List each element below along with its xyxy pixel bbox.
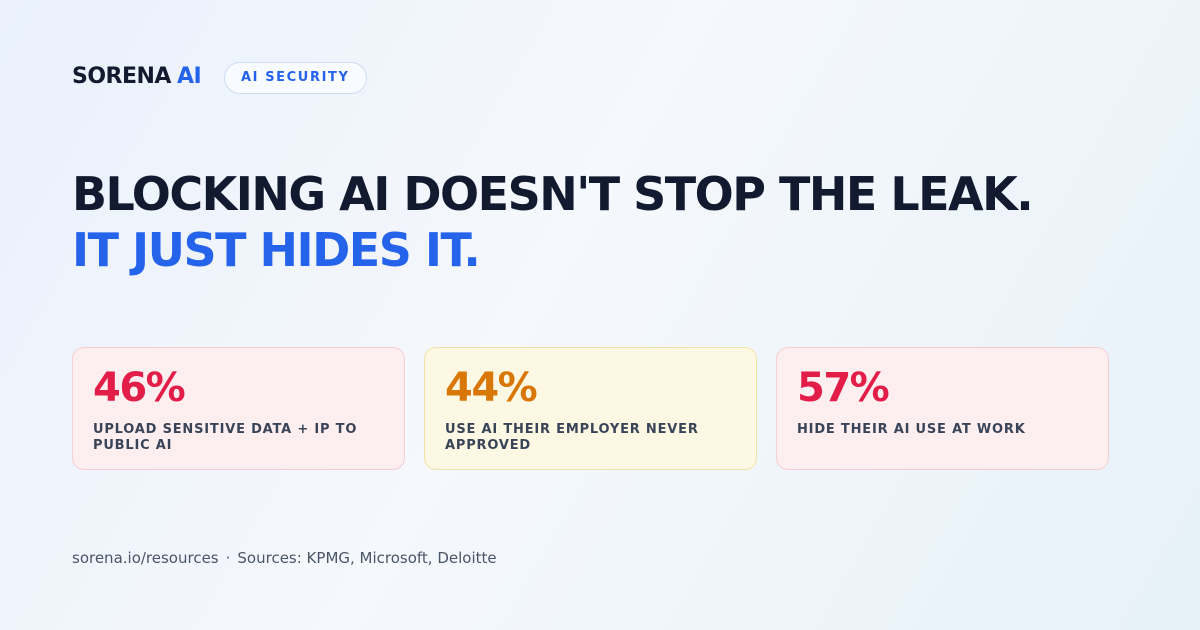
badge: AI SECURITY <box>224 62 367 94</box>
brand: SORENA AI <box>72 64 202 89</box>
stat-value: 46% <box>93 365 186 411</box>
stat-label: HIDE THEIR AI USE AT WORK <box>797 422 1026 437</box>
footer: sorena.io/resources · Sources: KPMG, Micro… <box>72 549 497 567</box>
stat-card: 57% HIDE THEIR AI USE AT WORK <box>776 347 1109 470</box>
stat-value: 44% <box>445 365 538 411</box>
headline: BLOCKING AI DOESN'T STOP THE LEAK. IT JU… <box>72 166 1034 278</box>
separator: · <box>225 549 231 567</box>
footer-link[interactable]: sorena.io/resources <box>72 549 219 567</box>
headline-line: IT JUST HIDES IT. <box>72 223 481 277</box>
stat-value: 57% <box>797 365 890 411</box>
stat-card: 46% UPLOAD SENSITIVE DATA + IP TO PUBLIC… <box>72 347 405 470</box>
brand-name: SORENA <box>72 64 171 89</box>
stat-label: USE AI THEIR EMPLOYER NEVER APPROVED <box>445 422 699 453</box>
headline-line: BLOCKING AI DOESN'T STOP THE LEAK. <box>72 167 1034 221</box>
stat-card: 44% USE AI THEIR EMPLOYER NEVER APPROVED <box>424 347 757 470</box>
footer-sources: Sources: KPMG, Microsoft, Deloitte <box>237 549 497 567</box>
brand-accent: AI <box>176 64 202 89</box>
stat-label: UPLOAD SENSITIVE DATA + IP TO PUBLIC AI <box>93 422 358 453</box>
